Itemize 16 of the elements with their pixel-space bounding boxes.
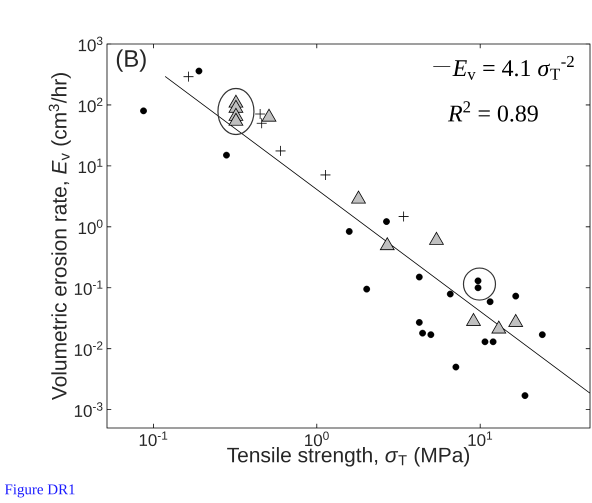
y-tick-label: 10$^{-2}$ bbox=[74, 341, 102, 356]
y-tick-label: 10$^{3}$ bbox=[78, 36, 102, 52]
y-tick-label: 10$^{-3}$ bbox=[74, 402, 102, 418]
y-tick-label: 10$^{-1}$ bbox=[74, 280, 102, 296]
y-axis-title: Volumetric erosion rate, E$_{v}$ (cm$^{3}$/hr) bbox=[48, 73, 71, 400]
annotation: R$^{2}$ = 0.89 bbox=[448, 101, 538, 122]
annotation: (B) bbox=[116, 49, 146, 72]
x-tick-label: 10$^{1}$ bbox=[468, 432, 492, 446]
y-tick-label: 10$^{1}$ bbox=[78, 158, 102, 174]
y-tick-label: 10$^{0}$ bbox=[78, 219, 103, 234]
y-tick-label: 10$^{2}$ bbox=[78, 98, 102, 112]
text: Figure DR1 bbox=[4, 484, 75, 498]
x-tick-label: 10$^{-1}$ bbox=[140, 432, 168, 446]
legend-label: E$_{v}$ = 4.1 σ$_{T}$-2 bbox=[452, 56, 574, 80]
x-axis-title: Tensile strength, σ$_{T}$ (MPa) bbox=[227, 447, 470, 467]
x-tick-label: 10$^{0}$ bbox=[305, 432, 329, 446]
